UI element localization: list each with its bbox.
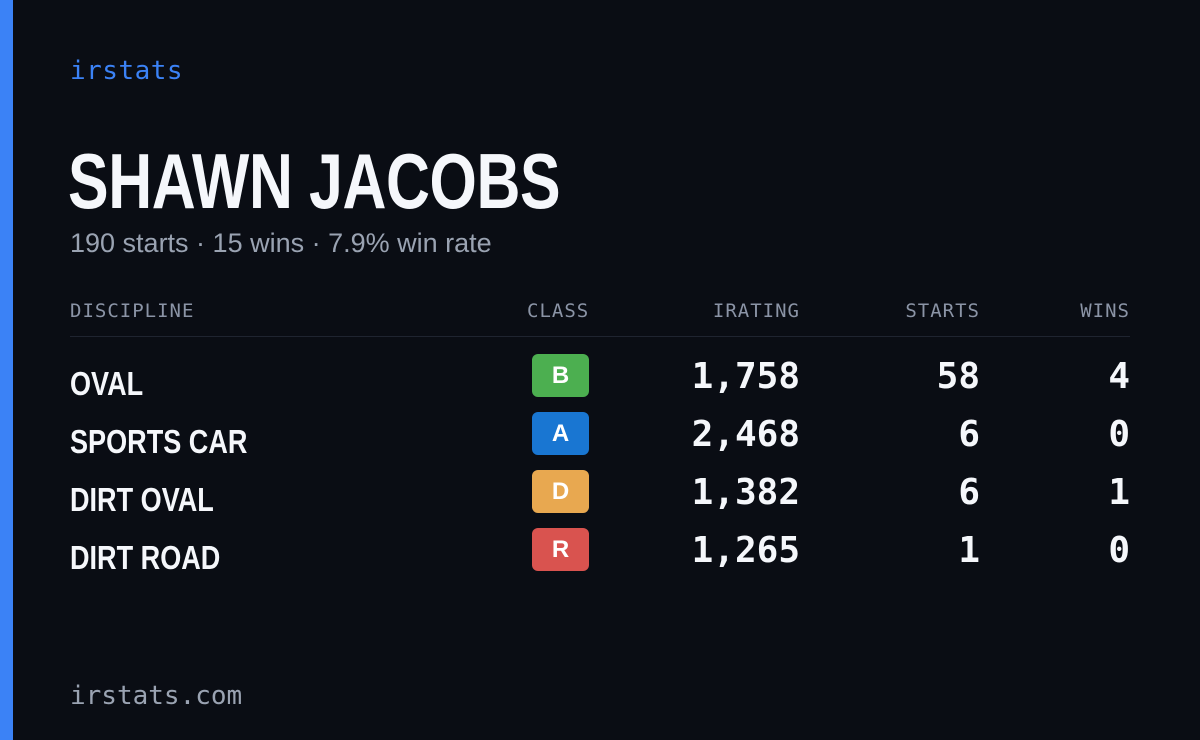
class-badge: B [532,354,589,397]
header-class: CLASS [527,300,590,322]
driver-name: SHAWN JACOBS [68,137,561,225]
starts-value: 1 [958,530,980,571]
header-wins: WINS [1080,300,1130,322]
class-badge: D [532,470,589,513]
starts-value: 58 [936,356,980,397]
discipline-name: OVAL [70,365,144,402]
wins-value: 0 [1108,414,1130,455]
table-row: DIRT OVAL D 1,382 6 1 [0,470,1200,528]
table-row: OVAL B 1,758 58 4 [0,354,1200,412]
irating-value: 2,468 [691,414,800,455]
footer-url: irstats.com [70,681,243,711]
discipline-name: SPORTS CAR [70,423,248,460]
discipline-name: DIRT OVAL [70,481,214,518]
irating-value: 1,265 [691,530,800,571]
header-starts: STARTS [905,300,980,322]
header-divider [70,336,1130,337]
irating-value: 1,758 [691,356,800,397]
wins-value: 4 [1108,356,1130,397]
table-row: SPORTS CAR A 2,468 6 0 [0,412,1200,470]
starts-value: 6 [958,414,980,455]
class-badge: R [532,528,589,571]
accent-bar [0,0,13,740]
wins-value: 1 [1108,472,1130,513]
discipline-name: DIRT ROAD [70,539,221,576]
wins-value: 0 [1108,530,1130,571]
brand-logo: irstats [70,56,184,86]
driver-summary: 190 starts · 15 wins · 7.9% win rate [70,228,492,258]
header-irating: IRATING [712,300,800,322]
header-discipline: DISCIPLINE [70,300,195,322]
starts-value: 6 [958,472,980,513]
class-badge: A [532,412,589,455]
irating-value: 1,382 [691,472,800,513]
table-row: DIRT ROAD R 1,265 1 0 [0,528,1200,586]
